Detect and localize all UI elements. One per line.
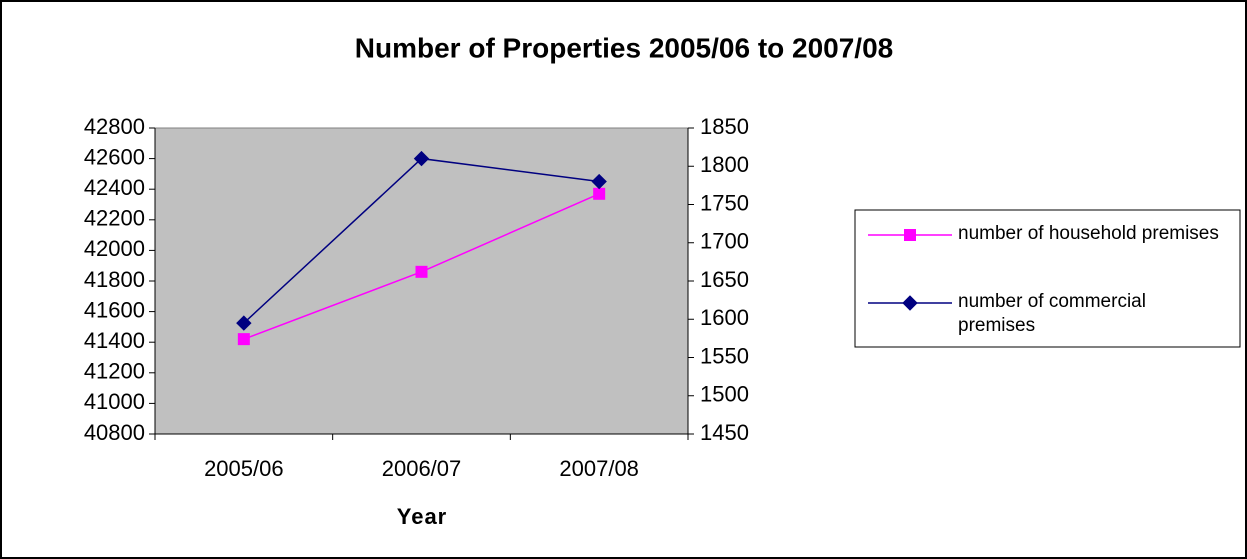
legend-label: number of commercial premises — [958, 291, 1146, 336]
plot-area — [154, 127, 689, 435]
y-tick-label: 42600 — [84, 144, 145, 169]
y-tick-label: 41000 — [84, 389, 145, 414]
series-marker — [236, 315, 252, 331]
series-marker — [593, 187, 606, 200]
y-tick-label: 42200 — [84, 206, 145, 231]
y-tick-label: 42800 — [84, 114, 145, 139]
series-marker — [591, 173, 607, 190]
x-tick-label: 2006/07 — [382, 456, 462, 481]
x-tick-label: 2007/08 — [559, 456, 639, 481]
y-tick-label: 41400 — [84, 328, 145, 353]
y2-tick-label: 1800 — [700, 152, 749, 177]
x-tick-label: 2005/06 — [204, 456, 284, 481]
y2-tick-label: 1750 — [700, 190, 749, 215]
legend-box — [854, 209, 1241, 348]
legend-marker — [902, 295, 918, 311]
y-tick-label: 41800 — [84, 267, 145, 292]
y2-tick-label: 1500 — [700, 382, 749, 407]
y-tick-label: 41600 — [84, 297, 145, 322]
y2-tick-label: 1650 — [700, 267, 749, 292]
y2-tick-label: 1550 — [700, 343, 749, 368]
legend-marker — [904, 229, 916, 241]
y2-tick-label: 1850 — [700, 114, 749, 139]
x-axis-label: Year — [397, 504, 448, 529]
y2-tick-label: 1700 — [700, 229, 749, 254]
y2-tick-label: 1450 — [700, 420, 749, 445]
y2-tick-label: 1600 — [700, 305, 749, 330]
series-marker — [415, 265, 428, 278]
series-marker — [237, 333, 250, 346]
series-marker — [413, 150, 430, 167]
chart-title: Number of Properties 2005/06 to 2007/08 — [355, 32, 893, 63]
y-tick-label: 42000 — [84, 236, 145, 261]
y-tick-label: 41200 — [84, 359, 145, 384]
y-tick-label: 40800 — [84, 420, 145, 445]
legend-label: number of household premises — [958, 223, 1219, 244]
y-tick-label: 42400 — [84, 175, 145, 200]
